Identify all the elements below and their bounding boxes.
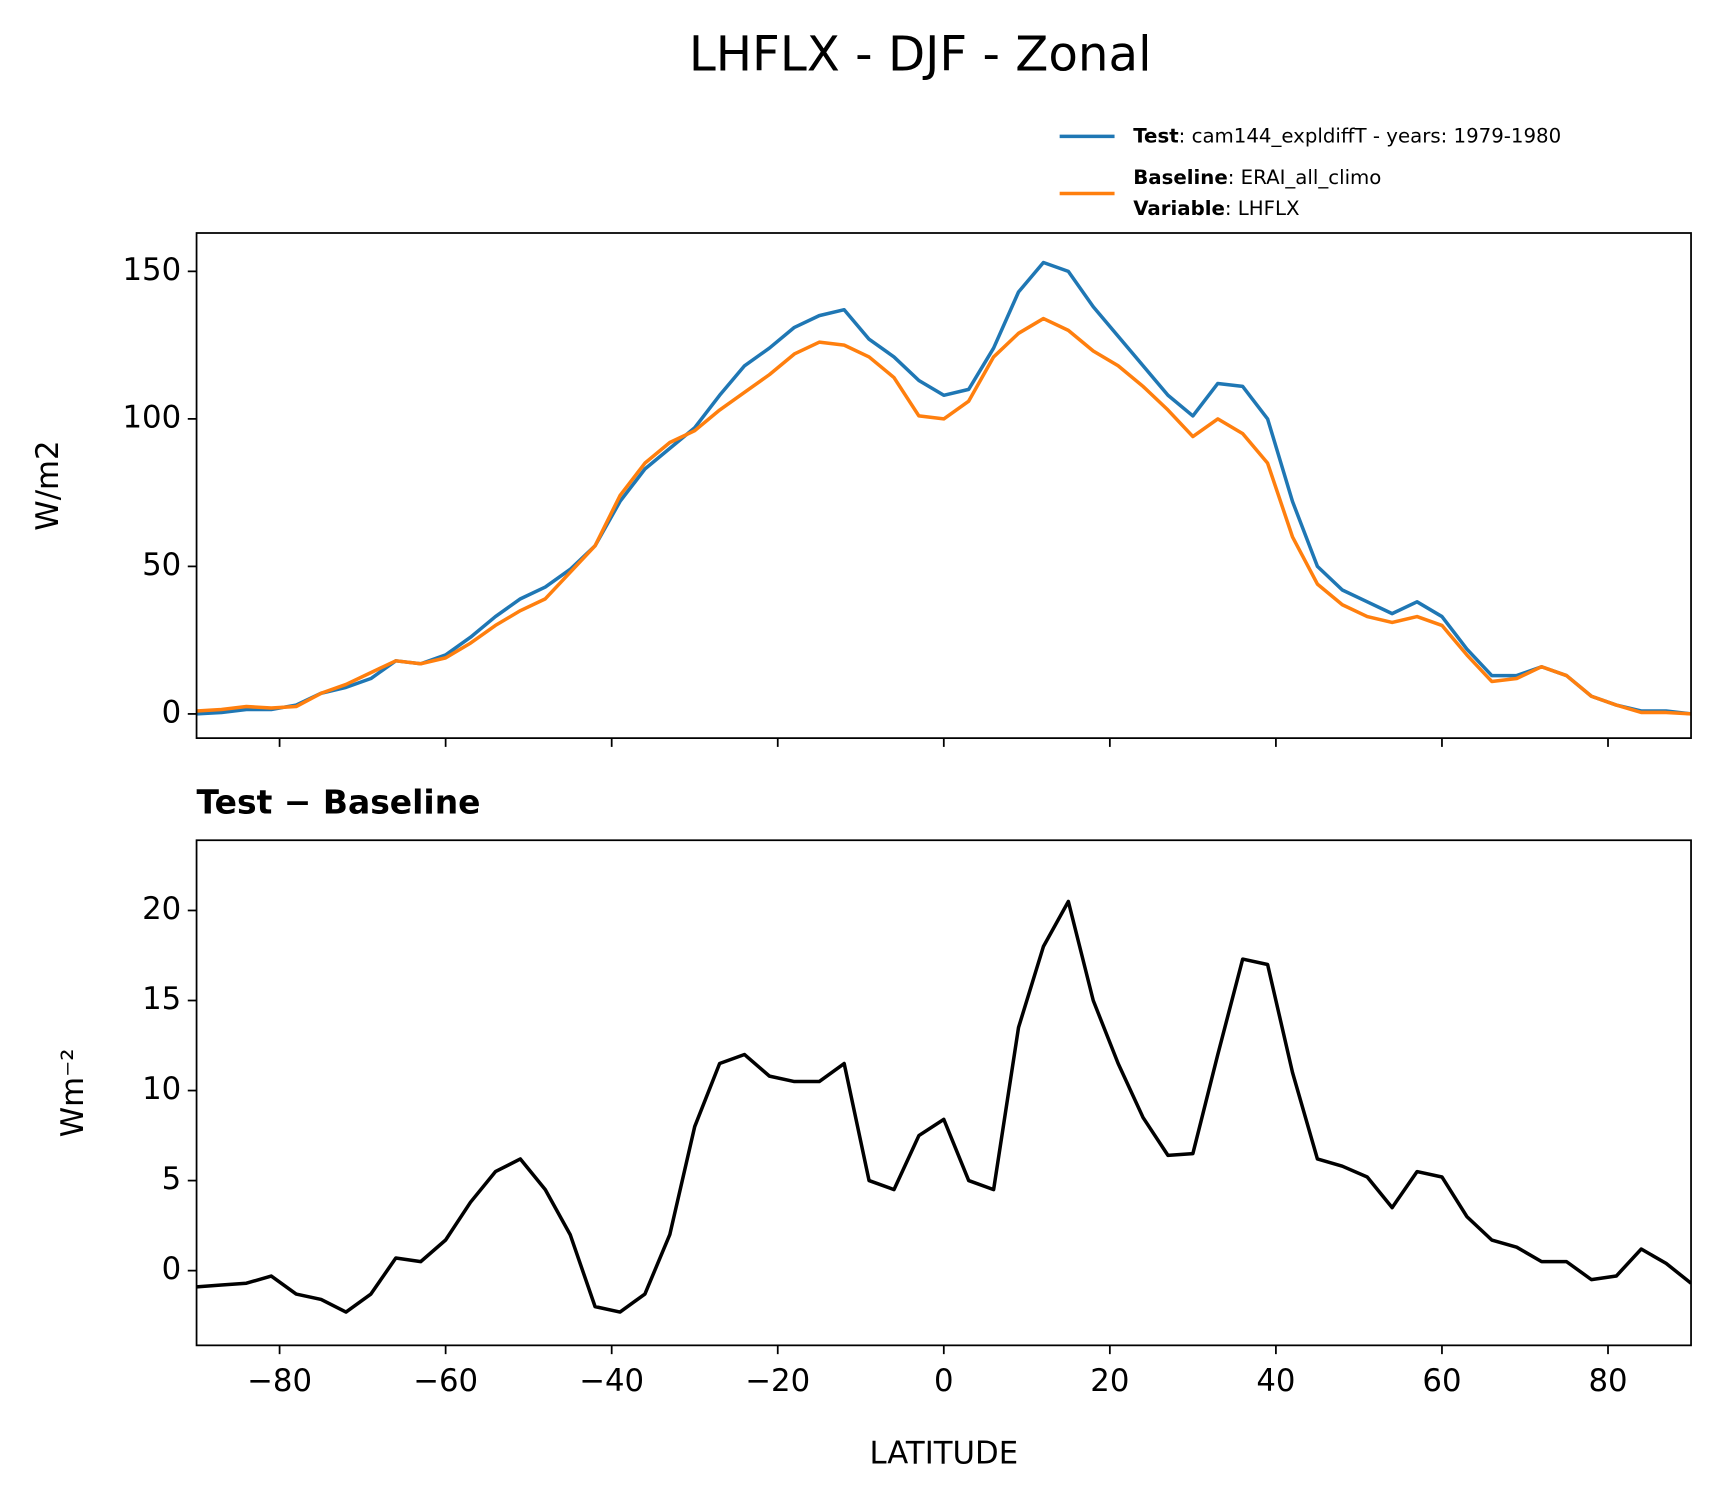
x-tick-label: 20: [1090, 1363, 1129, 1399]
series-line: [196, 899, 1692, 1314]
legend-variable: : LHFLX: [1225, 196, 1300, 219]
y-axis-label: Wm⁻²: [55, 1048, 91, 1137]
figure-title: LHFLX - DJF - Zonal: [689, 26, 1152, 82]
y-tick-label: 50: [142, 547, 181, 583]
legend-description: : ERAI_all_climo: [1228, 166, 1382, 189]
y-tick-label: 100: [123, 399, 182, 435]
legend-name: Baseline: [1133, 166, 1228, 189]
axes-frame: [195, 232, 1692, 739]
y-tick-label: 20: [142, 891, 181, 927]
x-tick-label: −80: [247, 1363, 312, 1399]
legend-variable-label: Variable: [1133, 196, 1225, 219]
y-tick-label: 5: [162, 1161, 182, 1197]
y-tick-label: 0: [162, 694, 182, 730]
x-tick-label: −20: [745, 1363, 810, 1399]
legend-label: Variable: LHFLX: [1133, 196, 1299, 219]
x-tick-label: 60: [1422, 1363, 1461, 1399]
legend-label: Test: cam144_expldiffT - years: 1979-198…: [1133, 124, 1561, 147]
series-line: [196, 316, 1692, 716]
x-axis-label: LATITUDE: [869, 1436, 1018, 1472]
x-tick-label: 40: [1256, 1363, 1295, 1399]
x-tick-label: −60: [413, 1363, 478, 1399]
legend-description: : cam144_expldiffT - years: 1979-1980: [1179, 124, 1562, 147]
series-line: [196, 260, 1692, 716]
y-tick-label: 15: [142, 981, 181, 1017]
x-tick-label: 0: [934, 1363, 954, 1399]
y-tick-label: 150: [123, 252, 182, 288]
axes-frame: [195, 839, 1692, 1347]
y-axis-label: W/m2: [30, 440, 66, 530]
subplot-title: Test − Baseline: [197, 783, 481, 822]
x-tick-label: −40: [579, 1363, 644, 1399]
x-tick-label: 80: [1588, 1363, 1627, 1399]
legend-name: Test: [1133, 124, 1178, 147]
y-tick-label: 0: [162, 1251, 182, 1287]
y-tick-label: 10: [142, 1071, 181, 1107]
legend-label: Baseline: ERAI_all_climo: [1133, 166, 1381, 189]
